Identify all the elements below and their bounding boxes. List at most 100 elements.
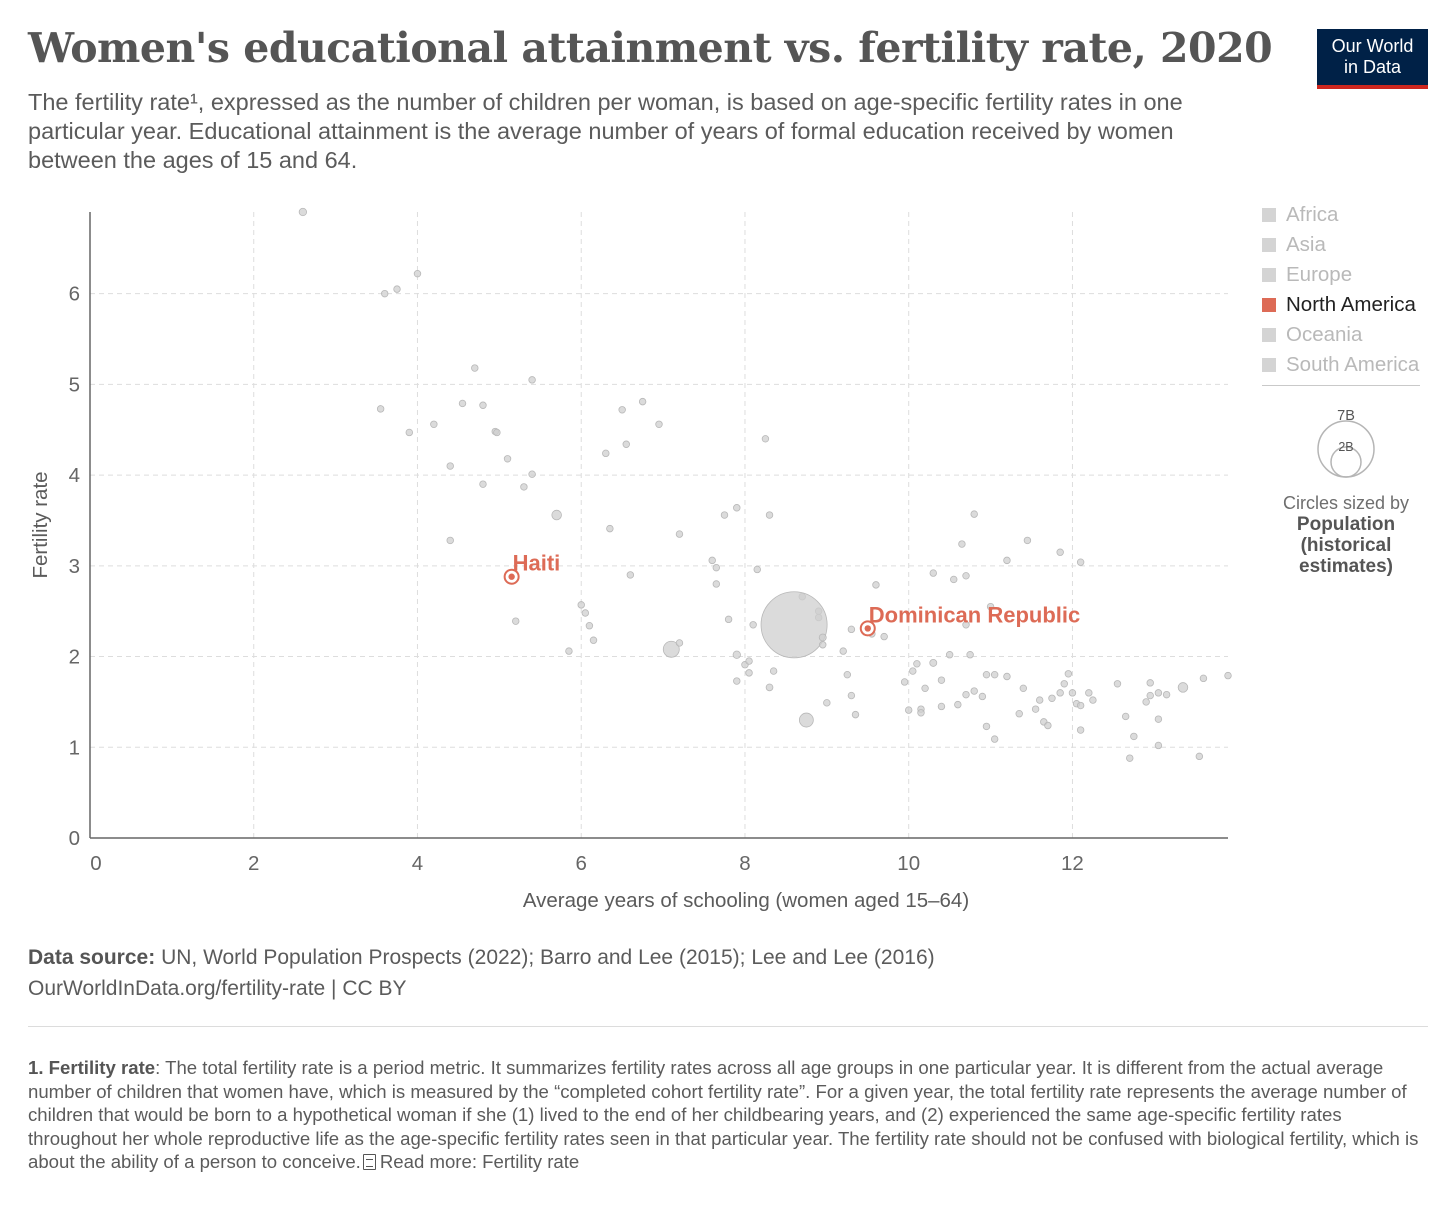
data-point [479,480,487,488]
size-label-large: 7B [1337,408,1355,424]
data-point [622,440,630,448]
data-point [528,470,536,478]
legend-label: Europe [1286,263,1353,286]
size-legend: 7B 2B Circles sized by Population (histo… [1262,405,1430,577]
legend-item-europe[interactable]: Europe [1262,260,1432,290]
data-point [675,530,684,538]
data-point [970,510,978,518]
data-point [880,632,888,641]
data-point [900,678,909,686]
data-point [512,617,520,625]
region-legend: Africa Asia Europe North America Oceania Sout… [1262,200,1432,380]
owid-logo[interactable]: Our World in Data [1317,29,1428,89]
size-caption: Circles sized by [1282,493,1410,513]
data-point [565,647,573,655]
chart-subtitle: The fertility rate¹, expressed as the nu… [28,89,1183,173]
legend-item-oceania[interactable]: Oceania [1262,320,1432,350]
data-point [528,376,536,384]
data-point [413,269,422,278]
data-point [745,669,753,677]
data-point [1130,732,1138,741]
y-tick-label: 1 [69,736,80,759]
footnote: 1. Fertility rate: The total fertility r… [28,1056,1428,1174]
data-point [405,428,413,437]
size-variable: Population (historical estimates) [1296,514,1396,577]
legend-label: South America [1286,353,1420,376]
data-point [1076,701,1085,710]
data-point [962,621,970,629]
data-point [761,435,770,443]
read-more-link[interactable]: Read more: Fertility rate [379,1151,580,1172]
data-point [1076,726,1085,734]
size-label-small: 2B [1338,440,1353,454]
data-point [589,636,598,644]
data-source: Data source: UN, World Population Prospe… [28,942,935,1004]
data-point [471,364,479,372]
data-point [577,601,585,609]
data-point [978,692,987,701]
data-point [638,397,647,406]
data-point [458,399,467,408]
data-point [1044,721,1052,730]
legend-item-south-america[interactable]: South America [1262,350,1432,380]
data-point [446,536,454,545]
y-tick-label: 3 [69,555,80,578]
data-point [1003,556,1011,565]
data-point [1064,670,1073,678]
y-tick-label: 2 [69,646,80,669]
x-tick-label: 12 [1061,852,1084,875]
grid-lines [90,212,1228,838]
data-point [1154,689,1163,697]
data-point [921,684,929,693]
x-tick-label: 6 [576,852,587,875]
data-point [393,285,401,293]
data-point [675,639,684,647]
x-tick-label: 10 [897,852,920,875]
data-point [1031,705,1040,713]
data-point [551,509,562,521]
highlighted-points: Haiti Dominican Republic [503,551,1080,637]
x-tick-label: 2 [248,852,259,875]
source-label: Data source: [28,946,156,969]
data-point [1162,690,1171,699]
data-point [1113,680,1122,688]
data-point [1048,694,1056,702]
size-legend-circles: 7B 2B [1317,408,1375,478]
data-point [909,667,917,675]
data-point [1056,689,1064,697]
data-point [503,455,512,463]
highlight-point-dot [864,625,871,632]
legend-label: Africa [1286,203,1339,226]
data-point [1085,689,1093,697]
data-point [1019,684,1028,693]
footnote-text: : The total fertility rate is a period m… [28,1057,1419,1172]
data-point [818,633,827,642]
logo-line-2: in Data [1343,57,1402,77]
data-point [958,540,966,548]
data-point [720,511,729,519]
data-point [298,207,307,217]
data-point [966,651,974,659]
y-tick-label: 6 [69,283,80,306]
data-point [581,609,590,617]
data-point [381,289,389,298]
legend-item-africa[interactable]: Africa [1262,200,1432,230]
chart-title: Women's educational attainment vs. ferti… [28,24,1273,72]
data-point [733,677,741,685]
legend-item-asia[interactable]: Asia [1262,230,1432,260]
data-point [753,565,761,574]
data-point [1199,674,1208,683]
data-point [1060,680,1068,688]
data-point [712,580,721,588]
data-point [1023,536,1032,545]
size-circle-small [1330,446,1362,478]
legend-item-north-america[interactable]: North America [1262,290,1432,320]
data-point [929,569,937,577]
data-point [765,511,774,519]
highlight-point-dot [508,573,515,580]
data-point [1146,679,1154,687]
data-point [765,683,774,692]
data-point [585,622,594,630]
source-url[interactable]: OurWorldInData.org/fertility-rate | CC B… [28,977,407,1000]
